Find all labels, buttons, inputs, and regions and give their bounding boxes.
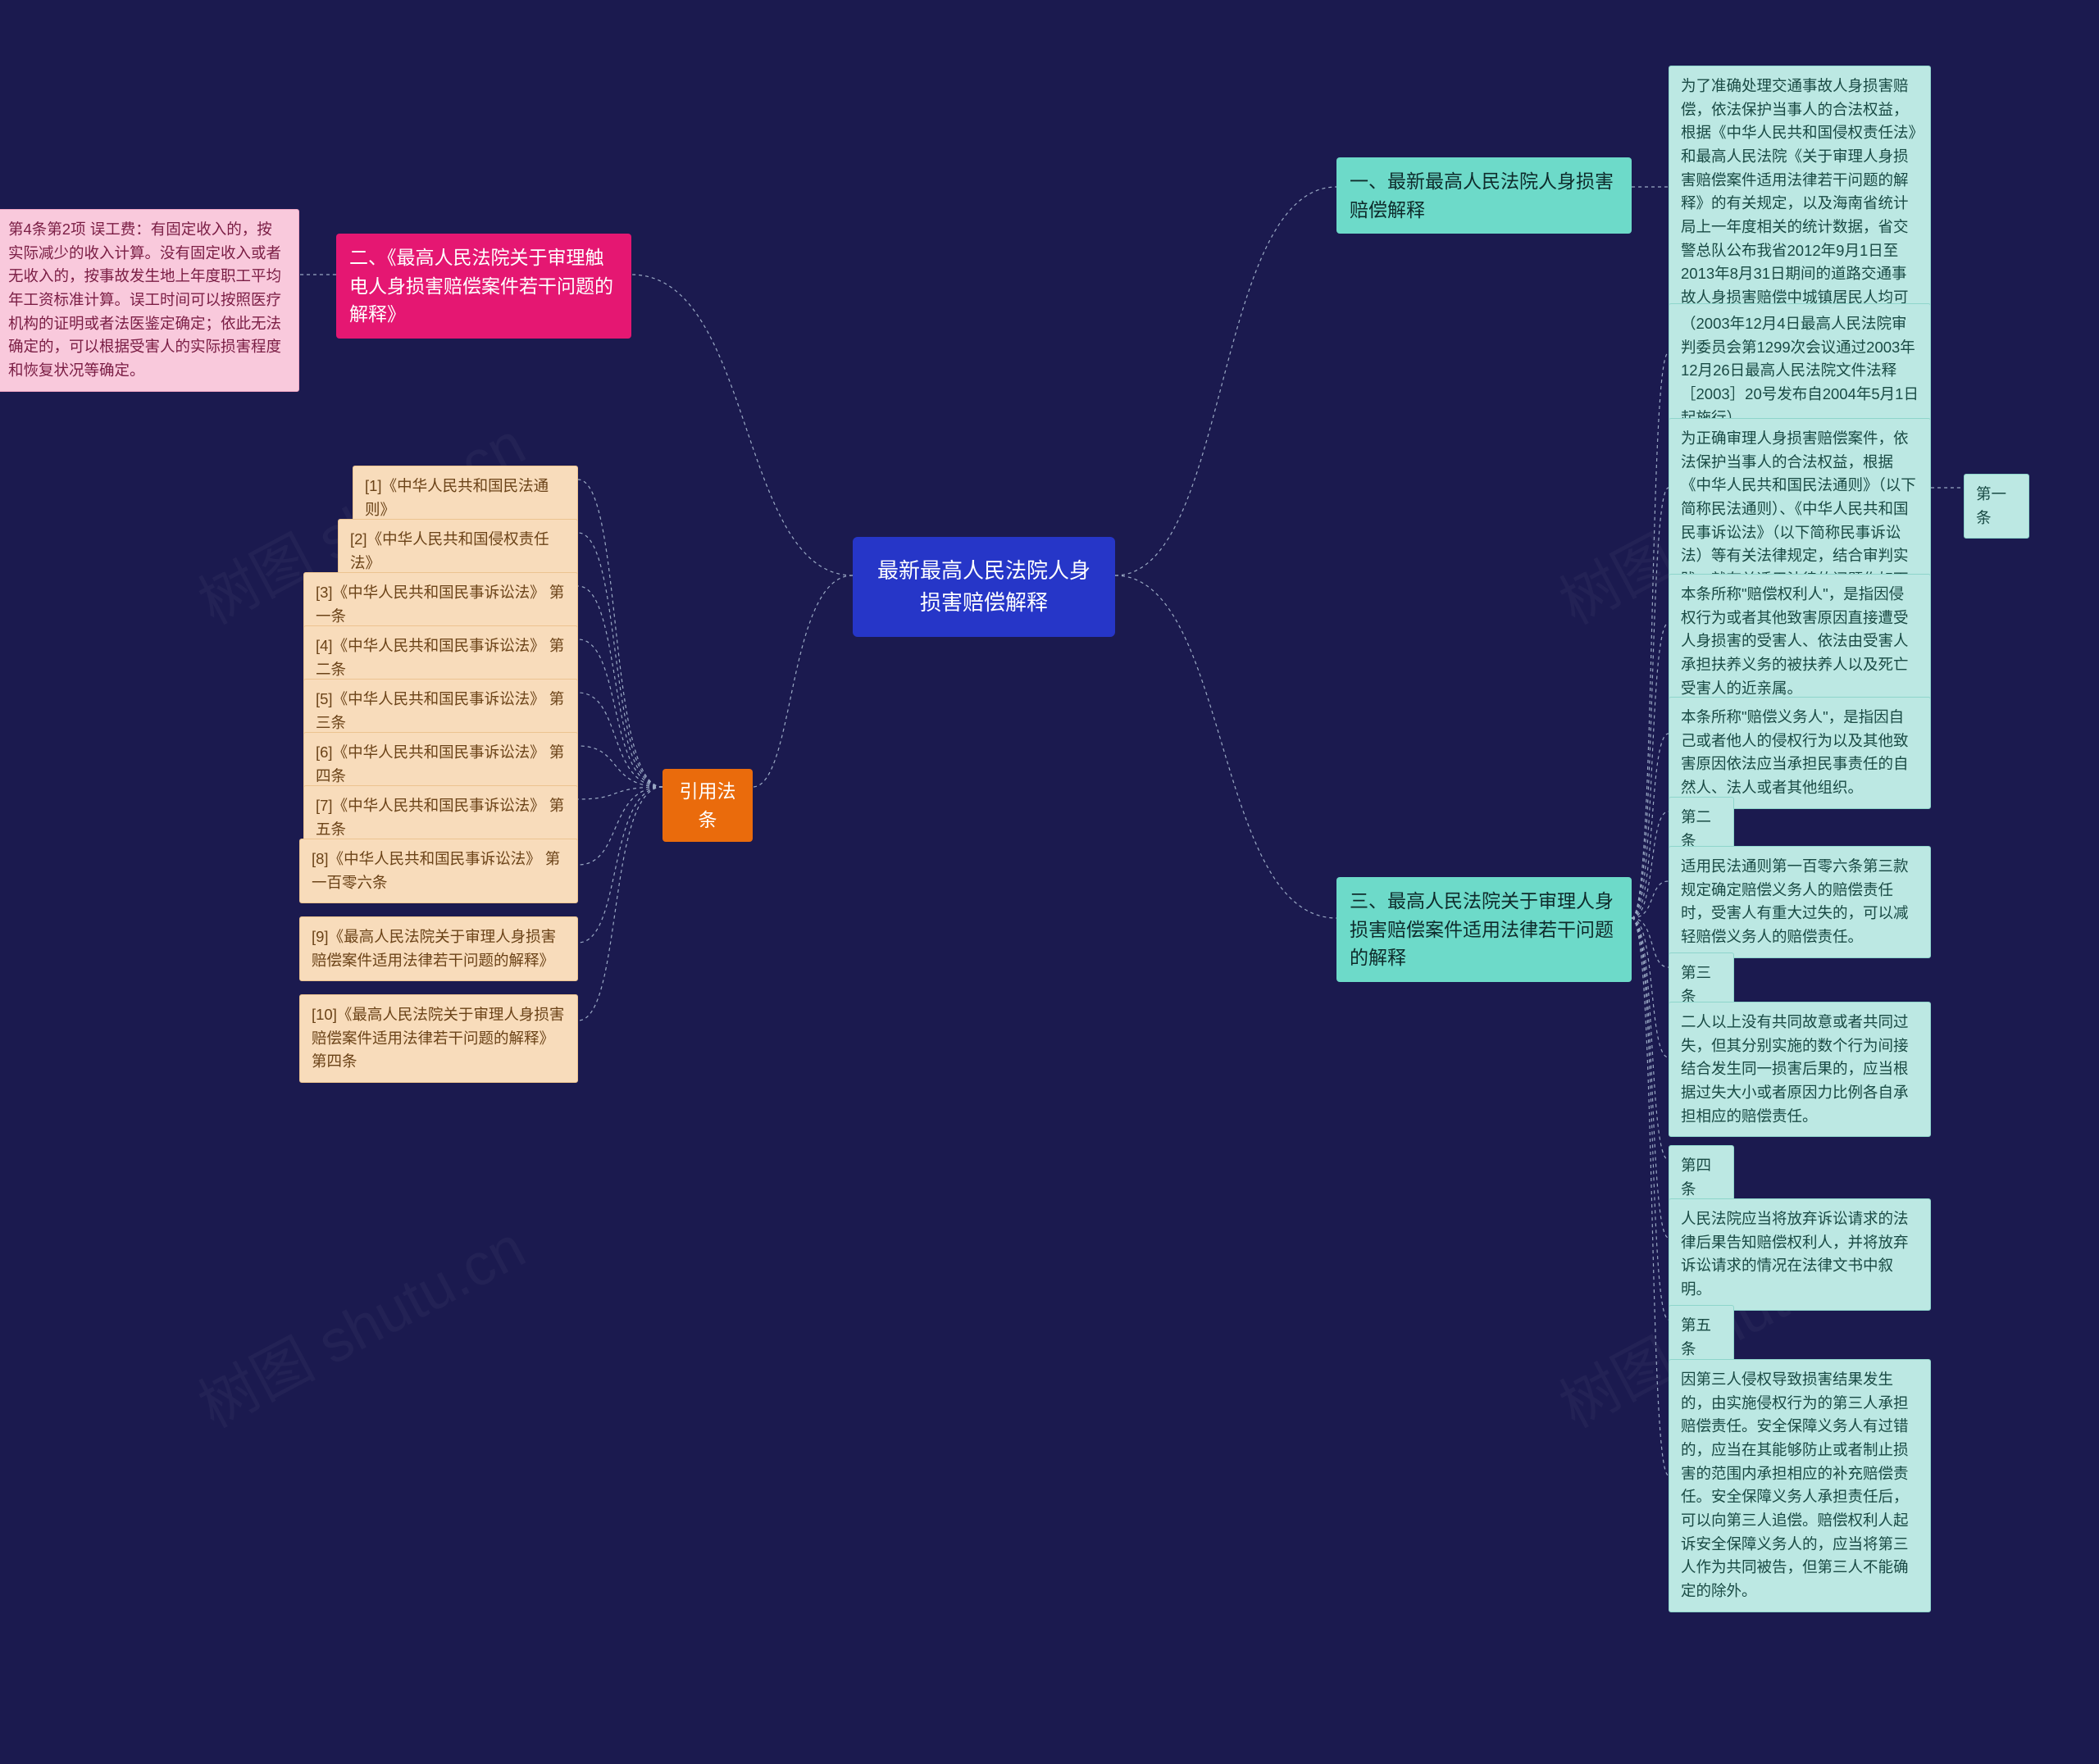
topic-right-2: 三、最高人民法院关于审理人身损害赔偿案件适用法律若干问题的解释 <box>1336 877 1632 982</box>
leaf-left2-detail: 第4条第2项 误工费：有固定收入的，按实际减少的收入计算。没有固定收入或者无收入… <box>0 209 299 392</box>
ref-item: [10]《最高人民法院关于审理人身损害赔偿案件适用法律若干问题的解释》 第四条 <box>299 994 578 1083</box>
leaf-right2: 适用民法通则第一百零六条第三款规定确定赔偿义务人的赔偿责任时，受害人有重大过失的… <box>1669 846 1931 958</box>
leaf-right2: 因第三人侵权导致损害结果发生的，由实施侵权行为的第三人承担赔偿责任。安全保障义务… <box>1669 1359 1931 1612</box>
root-node: 最新最高人民法院人身损害赔偿解释 <box>853 537 1115 637</box>
leaf-right2: 二人以上没有共同故意或者共同过失，但其分别实施的数个行为间接结合发生同一损害后果… <box>1669 1002 1931 1137</box>
ref-item: [9]《最高人民法院关于审理人身损害赔偿案件适用法律若干问题的解释》 <box>299 916 578 981</box>
ref-item: [8]《中华人民共和国民事诉讼法》 第一百零六条 <box>299 839 578 903</box>
leaf-right2: 本条所称"赔偿义务人"，是指因自己或者他人的侵权行为以及其他致害原因依法应当承担… <box>1669 697 1931 809</box>
watermark: 树图 shutu.cn <box>181 1200 537 1443</box>
leaf-right2-sub: 第一条 <box>1964 474 2029 539</box>
topic-left-refs: 引用法条 <box>662 769 753 842</box>
leaf-right2: 本条所称"赔偿权利人"，是指因侵权行为或者其他致害原因直接遭受人身损害的受害人、… <box>1669 574 1931 709</box>
topic-left-2: 二、《最高人民法院关于审理触电人身损害赔偿案件若干问题的解释》 <box>336 234 631 339</box>
topic-right-1: 一、最新最高人民法院人身损害赔偿解释 <box>1336 157 1632 234</box>
leaf-right2: 人民法院应当将放弃诉讼请求的法律后果告知赔偿权利人，并将放弃诉讼请求的情况在法律… <box>1669 1198 1931 1311</box>
